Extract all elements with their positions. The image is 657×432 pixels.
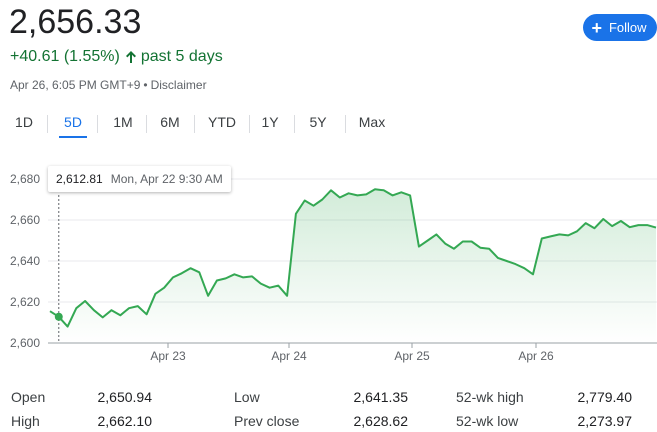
tab-max[interactable]: Max — [358, 114, 386, 130]
stat-label-52wk-high: 52-wk high — [456, 389, 524, 405]
tooltip-value: 2,612.81 — [56, 172, 103, 186]
stat-label-high: High — [11, 413, 40, 429]
tab-5y[interactable]: 5Y — [309, 114, 327, 130]
tab-divider — [345, 115, 346, 133]
hover-point — [54, 312, 63, 321]
stat-value-open: 2,650.94 — [97, 389, 153, 405]
quote-meta: Apr 26, 6:05 PM GMT+9 • Disclaimer — [10, 77, 207, 93]
x-tick-label: Apr 24 — [271, 349, 307, 363]
price-chart[interactable]: 2,680 2,660 2,640 2,620 2,600 Apr 23 Apr 24 Apr… — [0, 155, 657, 370]
tab-divider — [97, 115, 98, 133]
stat-label-52wk-low: 52-wk low — [456, 413, 519, 429]
x-tick-label: Apr 23 — [150, 349, 186, 363]
y-tick-label: 2,640 — [10, 254, 40, 268]
arrow-up-icon — [125, 51, 136, 63]
price-area — [50, 189, 656, 343]
stat-value-prev-close: 2,628.62 — [353, 413, 409, 429]
disclaimer-link[interactable]: Disclaimer — [150, 78, 207, 92]
price-line — [49, 188, 657, 328]
change-value: +40.61 (1.55%) — [10, 48, 120, 65]
tab-divider — [194, 115, 195, 133]
tab-1d[interactable]: 1D — [15, 114, 33, 130]
tab-1y[interactable]: 1Y — [261, 114, 279, 130]
meta-separator: • — [143, 78, 148, 92]
stat-value-52wk-low: 2,273.97 — [577, 413, 633, 429]
stat-value-high: 2,662.10 — [97, 413, 153, 429]
stat-label-prev-close: Prev close — [234, 413, 300, 429]
tab-5d[interactable]: 5D — [59, 108, 87, 138]
range-tabs: 1D 5D 1M 6M YTD 1Y 5Y Max — [0, 108, 420, 138]
tab-1m[interactable]: 1M — [113, 114, 133, 130]
y-tick-label: 2,660 — [10, 213, 40, 227]
y-tick-label: 2,680 — [10, 172, 40, 186]
tab-ytd[interactable]: YTD — [208, 114, 236, 130]
tab-6m[interactable]: 6M — [160, 114, 180, 130]
follow-button[interactable]: + Follow — [583, 14, 657, 41]
tab-divider — [47, 115, 48, 133]
stat-value-low: 2,641.35 — [353, 389, 409, 405]
stat-value-52wk-high: 2,779.40 — [577, 389, 633, 405]
follow-label: Follow — [608, 20, 647, 35]
plus-icon: + — [591, 17, 602, 38]
tab-divider — [294, 115, 295, 133]
y-tick-label: 2,620 — [10, 295, 40, 309]
x-tick-label: Apr 26 — [518, 349, 554, 363]
price-change: +40.61 (1.55%) past 5 days — [10, 46, 223, 68]
y-tick-label: 2,600 — [10, 336, 40, 350]
tab-divider — [146, 115, 147, 133]
x-tick-label: Apr 25 — [394, 349, 430, 363]
stat-label-open: Open — [11, 389, 46, 405]
stat-label-low: Low — [234, 389, 260, 405]
chart-tooltip: 2,612.81 Mon, Apr 22 9:30 AM — [48, 166, 231, 192]
change-period: past 5 days — [140, 48, 223, 65]
timestamp: Apr 26, 6:05 PM GMT+9 — [10, 78, 141, 92]
tab-divider — [249, 115, 250, 133]
tooltip-date: Mon, Apr 22 9:30 AM — [110, 172, 223, 186]
current-price: 2,656.33 — [9, 3, 142, 41]
